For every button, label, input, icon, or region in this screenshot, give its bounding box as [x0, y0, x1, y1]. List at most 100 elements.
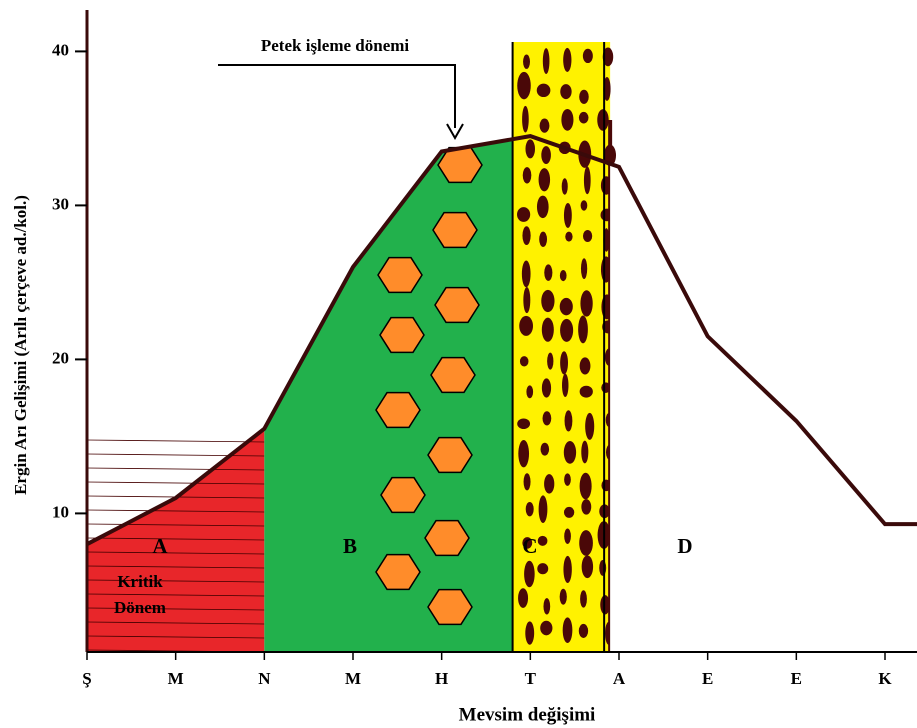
spot	[565, 231, 573, 242]
x-tick-label: E	[791, 669, 802, 688]
spot	[541, 317, 554, 342]
spot	[541, 378, 552, 398]
spot	[579, 385, 593, 398]
spot	[563, 506, 575, 518]
spot	[525, 621, 535, 645]
region	[87, 428, 265, 652]
annotation: Petek işleme dönemi	[261, 36, 410, 55]
y-tick-label: 10	[52, 502, 69, 521]
y-tick-label: 20	[52, 348, 69, 367]
hatch	[87, 537, 265, 541]
spot	[560, 351, 569, 375]
comb-cell	[379, 316, 425, 354]
y-tick-label: 40	[52, 40, 69, 59]
spot	[582, 48, 593, 64]
comb-cell	[424, 519, 470, 557]
spot	[559, 269, 567, 282]
x-tick-label: M	[168, 669, 184, 688]
spot	[563, 555, 572, 583]
spot	[559, 588, 567, 605]
spot	[523, 54, 530, 69]
background-layer	[87, 42, 917, 652]
comb-cell	[427, 436, 473, 474]
spot	[519, 315, 534, 336]
x-tick-label: T	[525, 669, 537, 688]
annotation-arrow	[446, 123, 464, 141]
spot	[578, 623, 589, 638]
hatch	[87, 453, 265, 457]
region	[512, 42, 611, 652]
spot	[523, 473, 531, 491]
y-axis-label: Ergin Arı Gelişimi (Arılı çerçeve ad./ko…	[11, 195, 30, 495]
hatch	[87, 593, 265, 597]
spot	[537, 563, 549, 575]
spot	[579, 89, 589, 104]
x-tick-label: N	[258, 669, 271, 688]
spot	[602, 47, 614, 67]
spot	[518, 440, 530, 468]
spot	[564, 473, 571, 486]
spot	[525, 139, 535, 159]
spot	[580, 200, 588, 211]
hatch	[87, 439, 265, 443]
hatch	[87, 579, 265, 583]
comb-cell	[430, 356, 476, 394]
spot	[583, 166, 591, 195]
hatch	[87, 481, 265, 485]
x-tick-label: H	[435, 669, 448, 688]
y-tick-label: 30	[52, 194, 69, 213]
spot	[599, 560, 607, 576]
spot	[603, 77, 611, 101]
region-label: C	[522, 534, 537, 558]
spot	[562, 617, 573, 643]
comb-cell	[375, 391, 421, 429]
hatch	[87, 607, 265, 611]
hatch	[87, 551, 265, 555]
spot	[564, 410, 573, 432]
spot	[581, 555, 594, 579]
spot	[522, 537, 533, 549]
spot	[560, 84, 572, 100]
hatch	[87, 467, 265, 471]
spot	[536, 195, 549, 219]
spot	[579, 472, 592, 500]
spot	[544, 474, 555, 494]
spot	[543, 598, 551, 615]
spot	[541, 146, 551, 165]
spot	[563, 441, 577, 464]
spot	[559, 297, 573, 316]
spot	[580, 590, 587, 608]
comb-cell	[427, 588, 473, 626]
spot	[541, 289, 555, 313]
comb-cell	[434, 286, 480, 324]
region-label: A	[152, 534, 168, 558]
hatch	[87, 635, 265, 639]
spot	[539, 231, 548, 247]
spot	[564, 528, 571, 544]
spot	[547, 352, 554, 370]
comb-cell	[432, 211, 478, 249]
x-tick-label: A	[613, 669, 626, 688]
line	[86, 134, 917, 546]
comb-cell	[380, 476, 426, 514]
spot	[579, 530, 593, 556]
spot	[518, 588, 529, 608]
comb-cell	[377, 256, 423, 294]
spot	[526, 385, 534, 399]
x-tick-label: E	[702, 669, 713, 688]
spot	[562, 373, 569, 398]
comb-cell	[375, 553, 421, 591]
region-note: Kritik Dönem	[114, 572, 166, 617]
spot	[585, 412, 595, 440]
spot	[597, 109, 609, 131]
spot	[582, 230, 593, 243]
spot	[524, 560, 535, 588]
x-tick-label: M	[345, 669, 361, 688]
spot	[581, 440, 589, 464]
spot	[521, 260, 531, 288]
spot	[580, 258, 588, 280]
spot	[517, 418, 531, 430]
spot	[563, 47, 572, 72]
spot	[522, 105, 529, 133]
spot	[525, 501, 534, 517]
